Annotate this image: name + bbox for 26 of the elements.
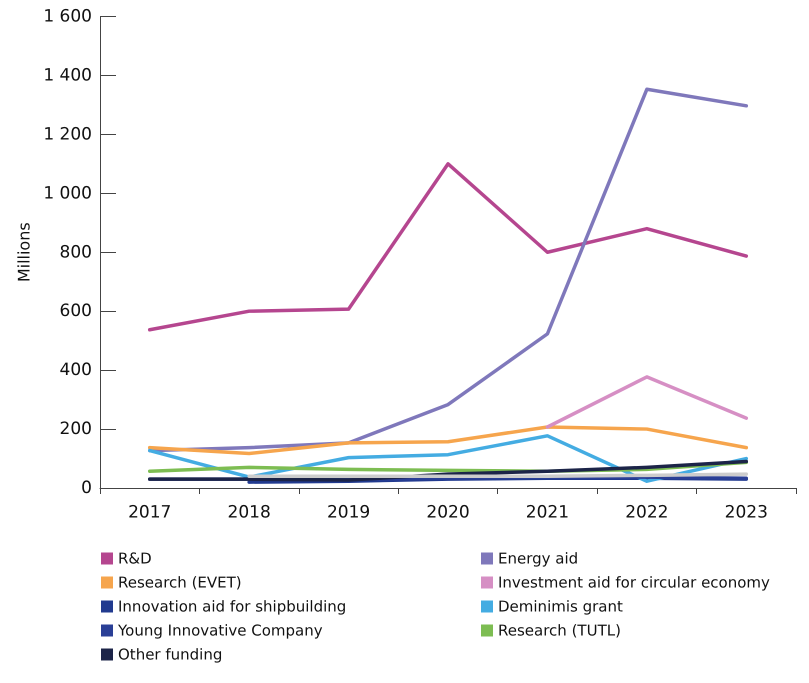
legend-label: R&D [118, 550, 152, 568]
y-tick-label: 1 400 [43, 65, 92, 86]
x-tick-label: 2018 [228, 502, 271, 522]
x-tick-label: 2023 [724, 502, 768, 522]
y-tick-label: 1 600 [43, 6, 92, 26]
legend-label: Young Innovative Company [117, 622, 323, 640]
y-tick-label: 400 [60, 360, 92, 380]
x-tick-label: 2017 [128, 502, 172, 522]
y-tick-label: 1 000 [43, 183, 92, 204]
y-tick-label: 800 [60, 242, 92, 262]
x-tick-label: 2019 [326, 502, 370, 522]
y-tick-label: 1 200 [43, 124, 92, 144]
x-tick-label: 2021 [526, 502, 570, 522]
y-tick-label: 600 [60, 301, 92, 322]
legend-label: Innovation aid for shipbuilding [118, 598, 346, 616]
legend-label: Research (EVET) [118, 574, 242, 592]
x-tick-label: 2020 [426, 502, 470, 522]
legend-label: Research (TUTL) [498, 622, 621, 640]
legend-label: Investment aid for circular economy [498, 574, 770, 592]
y-axis-title: Millions [14, 222, 34, 282]
legend-label: Energy aid [498, 550, 578, 568]
y-tick-label: 200 [60, 419, 92, 440]
x-tick-label: 2022 [625, 502, 668, 522]
legend-label: Other funding [118, 646, 222, 664]
legend-label: Deminimis grant [498, 598, 623, 616]
y-tick-label: 0 [81, 478, 92, 498]
